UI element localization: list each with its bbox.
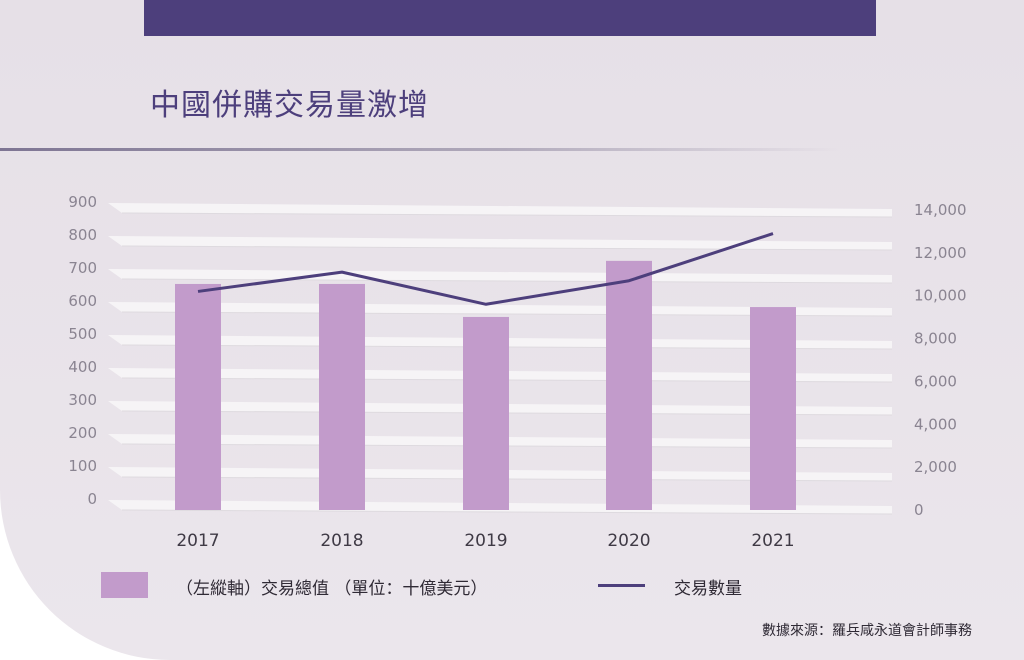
chart-title: 中國併購交易量激增 bbox=[150, 88, 429, 123]
right-tick-label: 0 bbox=[914, 501, 924, 519]
header-bar bbox=[144, 0, 876, 36]
x-tick-label: 2018 bbox=[320, 531, 363, 551]
right-axis-ticks: 14,000 12,000 10,000 8,000 6,000 4,000 2,000 0 bbox=[914, 201, 967, 519]
bar-layer bbox=[175, 260, 796, 510]
grid-line bbox=[121, 509, 893, 515]
grid-line bbox=[121, 278, 893, 284]
legend-line-label: 交易數量 bbox=[674, 579, 742, 599]
right-tick-label: 10,000 bbox=[914, 287, 967, 305]
bar-2021 bbox=[750, 307, 796, 510]
left-tick-label: 200 bbox=[68, 424, 97, 442]
right-tick-label: 8,000 bbox=[914, 330, 957, 348]
title-divider bbox=[0, 148, 840, 151]
x-tick-label: 2017 bbox=[176, 531, 219, 551]
left-tick-label: 900 bbox=[68, 193, 97, 211]
grid-line bbox=[121, 212, 893, 218]
source-note: 數據來源：羅兵咸永道會計師事務 bbox=[762, 623, 972, 639]
left-axis-ticks: 900 800 700 600 500 400 300 200 100 0 bbox=[68, 193, 97, 508]
left-tick-label: 800 bbox=[68, 226, 97, 244]
bar-2018 bbox=[319, 283, 365, 510]
bar-2020 bbox=[606, 260, 652, 510]
line-series-deal-count bbox=[197, 232, 774, 306]
right-tick-label: 14,000 bbox=[914, 201, 967, 219]
left-tick-label: 400 bbox=[68, 358, 97, 376]
left-tick-label: 100 bbox=[68, 457, 97, 475]
right-tick-label: 12,000 bbox=[914, 244, 967, 262]
right-tick-label: 6,000 bbox=[914, 372, 957, 390]
x-tick-label: 2020 bbox=[607, 531, 650, 551]
x-tick-label: 2021 bbox=[751, 531, 794, 551]
left-tick-label: 300 bbox=[68, 391, 97, 409]
right-tick-label: 2,000 bbox=[914, 458, 957, 476]
legend-line-swatch bbox=[598, 584, 645, 587]
legend-bar-label: （左縱軸）交易總值 （單位：十億美元） bbox=[176, 579, 488, 599]
left-tick-label: 500 bbox=[68, 325, 97, 343]
x-axis-ticks: 2017 2018 2019 2020 2021 bbox=[176, 531, 794, 551]
left-tick-label: 600 bbox=[68, 292, 97, 310]
bar-2019 bbox=[463, 316, 509, 510]
left-tick-label: 700 bbox=[68, 259, 97, 277]
right-tick-label: 4,000 bbox=[914, 415, 957, 433]
grid-line bbox=[121, 245, 893, 251]
x-tick-label: 2019 bbox=[464, 531, 507, 551]
line-layer bbox=[197, 232, 774, 306]
bar-2017 bbox=[175, 283, 221, 510]
legend-bar-swatch bbox=[101, 572, 148, 598]
left-tick-label: 0 bbox=[87, 490, 97, 508]
